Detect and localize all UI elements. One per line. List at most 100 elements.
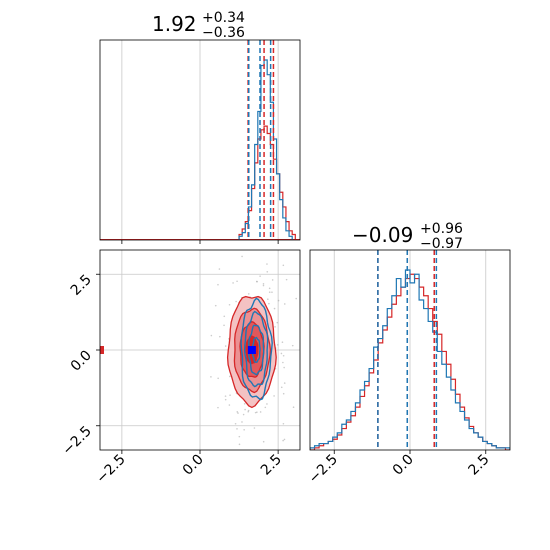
scatter-point xyxy=(268,287,271,290)
scatter-point xyxy=(238,435,241,438)
scatter-point xyxy=(277,299,280,302)
scatter-point xyxy=(235,300,237,303)
scatter-point xyxy=(280,352,283,355)
scatter-point xyxy=(273,307,276,310)
scatter-point xyxy=(281,341,284,344)
edge-marker xyxy=(100,346,104,354)
scatter-point xyxy=(202,483,204,485)
scatter-point xyxy=(282,439,284,442)
scatter-point xyxy=(282,422,285,425)
scatter-point xyxy=(276,344,279,346)
scatter-point xyxy=(224,345,227,347)
scatter-point xyxy=(218,268,221,270)
scatter-point xyxy=(271,291,273,293)
scatter-point xyxy=(262,283,265,285)
scatter-point xyxy=(256,232,258,234)
scatter-point xyxy=(242,223,244,225)
scatter-point xyxy=(268,302,270,305)
scatter-point xyxy=(264,406,267,409)
histograms xyxy=(310,269,510,450)
quantile-lines xyxy=(377,250,438,450)
scatter-point xyxy=(224,398,227,401)
scatter-point xyxy=(247,410,250,413)
scatter-point xyxy=(243,428,245,431)
scatter-point xyxy=(267,298,269,301)
x-tick-label-0: −2.5 xyxy=(306,452,341,487)
scatter-point xyxy=(266,403,268,405)
scatter-point xyxy=(282,264,285,267)
title-plus-2: +0.96 xyxy=(420,221,463,237)
title-value-1: 1.92 xyxy=(152,12,197,36)
scatter-point xyxy=(217,406,219,409)
ticks: −2.5 0.0 2.5 xyxy=(306,450,493,487)
contour-blue-0 xyxy=(240,297,273,401)
grid xyxy=(100,250,300,450)
marginal-panel-param-1 xyxy=(99,39,301,244)
x-tick-label-2: 2.5 xyxy=(258,452,285,479)
scatter-point xyxy=(243,402,246,405)
grid xyxy=(121,40,279,240)
scatter-point xyxy=(214,304,217,307)
scatter-point xyxy=(210,376,212,378)
marginal-panel-param-2: −2.5 0.0 2.5 xyxy=(306,249,511,487)
scatter-point xyxy=(262,440,265,443)
scatter-point xyxy=(236,428,238,430)
scatter-point xyxy=(219,335,221,338)
scatter-point xyxy=(244,408,246,411)
scatter-point xyxy=(271,279,274,281)
scatter-point xyxy=(256,280,258,283)
scatter-point xyxy=(273,395,275,397)
scatter-point xyxy=(285,278,288,281)
scatter-point xyxy=(234,422,237,425)
title-minus-2: −0.97 xyxy=(420,236,463,252)
scatter-point xyxy=(283,366,285,369)
scatter-point xyxy=(292,406,295,408)
scatter-point xyxy=(283,382,286,384)
scatter-point xyxy=(282,392,285,395)
histogram-blue xyxy=(238,59,293,240)
truth-marker xyxy=(247,346,256,354)
scatter-point xyxy=(266,263,268,265)
scatter-point xyxy=(217,377,219,380)
scatter-point xyxy=(280,386,283,389)
scatter-point xyxy=(259,275,261,277)
ticks xyxy=(121,240,279,244)
y-tick-label-1: 0.0 xyxy=(68,348,95,375)
scatter-point xyxy=(217,283,219,286)
scatter-point xyxy=(291,344,294,347)
scatter-point xyxy=(295,297,298,300)
scatter-point xyxy=(266,270,269,273)
x-tick-label-2: 2.5 xyxy=(466,452,493,479)
joint-density xyxy=(100,223,323,485)
x-tick-label-1: 0.0 xyxy=(390,452,417,479)
scatter-point xyxy=(236,280,238,283)
scatter-point xyxy=(229,394,231,396)
y-tick-label-0: −2.5 xyxy=(59,423,94,458)
y-tick-label-2: 2.5 xyxy=(68,272,95,299)
title-param-1: 1.92 +0.34 −0.36 xyxy=(152,10,245,41)
scatter-point xyxy=(262,284,265,287)
scatter-point xyxy=(256,411,258,413)
scatter-point xyxy=(247,293,250,295)
scatter-point xyxy=(224,395,227,397)
scatter-point xyxy=(321,334,323,336)
title-plus-1: +0.34 xyxy=(202,10,245,26)
histogram-blue xyxy=(310,269,510,450)
scatter-point xyxy=(282,361,284,364)
contour-blue-1 xyxy=(243,310,269,388)
scatter-point xyxy=(241,421,243,423)
scatter-point xyxy=(238,443,241,446)
scatter-point xyxy=(229,375,231,378)
scatter-point xyxy=(223,315,226,318)
x-tick-label-1: 0.0 xyxy=(180,452,207,479)
scatter-point xyxy=(241,255,243,258)
scatter-point xyxy=(228,404,231,406)
title-minus-1: −0.36 xyxy=(202,25,245,41)
scatter-point xyxy=(242,413,245,416)
joint-panel: −2.5−2.5 0.0 0.0 2.5 2.5 xyxy=(59,223,323,487)
scatter-point xyxy=(268,291,271,293)
scatter-point xyxy=(253,427,256,429)
quantile-lines xyxy=(247,40,275,240)
scatter-point xyxy=(274,326,276,328)
